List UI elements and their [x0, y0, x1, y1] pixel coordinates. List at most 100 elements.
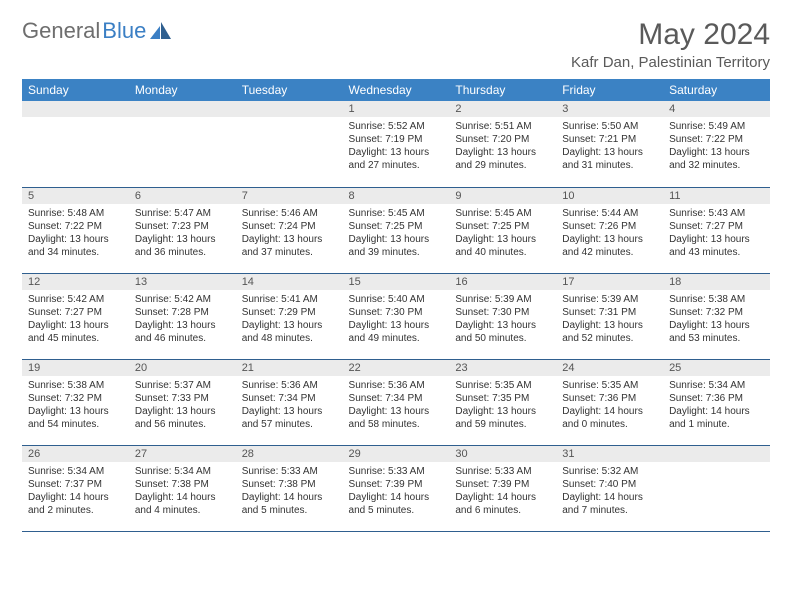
calendar-cell: 15Sunrise: 5:40 AMSunset: 7:30 PMDayligh…	[343, 273, 450, 359]
day-number: 21	[236, 360, 343, 376]
title-block: May 2024 Kafr Dan, Palestinian Territory	[571, 18, 770, 71]
day-body	[22, 117, 129, 124]
day-number: 28	[236, 446, 343, 462]
day-body: Sunrise: 5:33 AMSunset: 7:39 PMDaylight:…	[449, 462, 556, 521]
calendar-cell: 16Sunrise: 5:39 AMSunset: 7:30 PMDayligh…	[449, 273, 556, 359]
day-number: 3	[556, 101, 663, 117]
day-body: Sunrise: 5:42 AMSunset: 7:27 PMDaylight:…	[22, 290, 129, 349]
day-number: 8	[343, 188, 450, 204]
calendar-cell: 5Sunrise: 5:48 AMSunset: 7:22 PMDaylight…	[22, 187, 129, 273]
day-number: 30	[449, 446, 556, 462]
day-body: Sunrise: 5:35 AMSunset: 7:36 PMDaylight:…	[556, 376, 663, 435]
day-body: Sunrise: 5:39 AMSunset: 7:31 PMDaylight:…	[556, 290, 663, 349]
day-number: 25	[663, 360, 770, 376]
day-number: 2	[449, 101, 556, 117]
day-number: 9	[449, 188, 556, 204]
weekday-row: SundayMondayTuesdayWednesdayThursdayFrid…	[22, 79, 770, 101]
day-body: Sunrise: 5:40 AMSunset: 7:30 PMDaylight:…	[343, 290, 450, 349]
calendar-body: 1Sunrise: 5:52 AMSunset: 7:19 PMDaylight…	[22, 101, 770, 531]
brand-part1: General	[22, 18, 100, 44]
day-body: Sunrise: 5:37 AMSunset: 7:33 PMDaylight:…	[129, 376, 236, 435]
calendar-cell: 13Sunrise: 5:42 AMSunset: 7:28 PMDayligh…	[129, 273, 236, 359]
weekday-header: Thursday	[449, 79, 556, 101]
day-number	[236, 101, 343, 117]
day-body	[129, 117, 236, 124]
day-number: 17	[556, 274, 663, 290]
calendar-cell: 24Sunrise: 5:35 AMSunset: 7:36 PMDayligh…	[556, 359, 663, 445]
calendar-cell: 23Sunrise: 5:35 AMSunset: 7:35 PMDayligh…	[449, 359, 556, 445]
day-number: 6	[129, 188, 236, 204]
day-body: Sunrise: 5:49 AMSunset: 7:22 PMDaylight:…	[663, 117, 770, 176]
calendar-cell	[22, 101, 129, 187]
calendar-cell: 6Sunrise: 5:47 AMSunset: 7:23 PMDaylight…	[129, 187, 236, 273]
day-number: 11	[663, 188, 770, 204]
calendar-cell	[663, 445, 770, 531]
calendar-cell	[129, 101, 236, 187]
day-number: 20	[129, 360, 236, 376]
day-number: 29	[343, 446, 450, 462]
weekday-header: Friday	[556, 79, 663, 101]
day-body: Sunrise: 5:34 AMSunset: 7:36 PMDaylight:…	[663, 376, 770, 435]
day-number: 14	[236, 274, 343, 290]
weekday-header: Wednesday	[343, 79, 450, 101]
day-body: Sunrise: 5:38 AMSunset: 7:32 PMDaylight:…	[663, 290, 770, 349]
day-number: 24	[556, 360, 663, 376]
weekday-header: Monday	[129, 79, 236, 101]
brand-part2: Blue	[102, 18, 146, 44]
calendar-cell: 27Sunrise: 5:34 AMSunset: 7:38 PMDayligh…	[129, 445, 236, 531]
calendar-cell: 7Sunrise: 5:46 AMSunset: 7:24 PMDaylight…	[236, 187, 343, 273]
calendar-head: SundayMondayTuesdayWednesdayThursdayFrid…	[22, 79, 770, 101]
page-header: GeneralBlue May 2024 Kafr Dan, Palestini…	[22, 18, 770, 71]
day-number: 15	[343, 274, 450, 290]
calendar-row: 1Sunrise: 5:52 AMSunset: 7:19 PMDaylight…	[22, 101, 770, 187]
day-number	[663, 446, 770, 462]
calendar-cell: 25Sunrise: 5:34 AMSunset: 7:36 PMDayligh…	[663, 359, 770, 445]
day-body	[663, 462, 770, 469]
day-body: Sunrise: 5:35 AMSunset: 7:35 PMDaylight:…	[449, 376, 556, 435]
calendar-cell: 11Sunrise: 5:43 AMSunset: 7:27 PMDayligh…	[663, 187, 770, 273]
day-body: Sunrise: 5:52 AMSunset: 7:19 PMDaylight:…	[343, 117, 450, 176]
day-body: Sunrise: 5:45 AMSunset: 7:25 PMDaylight:…	[449, 204, 556, 263]
day-body: Sunrise: 5:47 AMSunset: 7:23 PMDaylight:…	[129, 204, 236, 263]
brand-logo: GeneralBlue	[22, 18, 172, 44]
day-number: 13	[129, 274, 236, 290]
day-body: Sunrise: 5:50 AMSunset: 7:21 PMDaylight:…	[556, 117, 663, 176]
calendar-row: 19Sunrise: 5:38 AMSunset: 7:32 PMDayligh…	[22, 359, 770, 445]
day-number: 23	[449, 360, 556, 376]
day-body: Sunrise: 5:43 AMSunset: 7:27 PMDaylight:…	[663, 204, 770, 263]
day-body: Sunrise: 5:33 AMSunset: 7:39 PMDaylight:…	[343, 462, 450, 521]
day-number: 10	[556, 188, 663, 204]
calendar-cell: 14Sunrise: 5:41 AMSunset: 7:29 PMDayligh…	[236, 273, 343, 359]
day-number: 1	[343, 101, 450, 117]
calendar-row: 12Sunrise: 5:42 AMSunset: 7:27 PMDayligh…	[22, 273, 770, 359]
brand-sail-icon	[150, 22, 172, 40]
day-body: Sunrise: 5:42 AMSunset: 7:28 PMDaylight:…	[129, 290, 236, 349]
day-body: Sunrise: 5:32 AMSunset: 7:40 PMDaylight:…	[556, 462, 663, 521]
calendar-cell: 28Sunrise: 5:33 AMSunset: 7:38 PMDayligh…	[236, 445, 343, 531]
month-title: May 2024	[571, 18, 770, 52]
day-body: Sunrise: 5:33 AMSunset: 7:38 PMDaylight:…	[236, 462, 343, 521]
calendar-cell: 12Sunrise: 5:42 AMSunset: 7:27 PMDayligh…	[22, 273, 129, 359]
weekday-header: Tuesday	[236, 79, 343, 101]
day-number	[129, 101, 236, 117]
calendar-cell: 17Sunrise: 5:39 AMSunset: 7:31 PMDayligh…	[556, 273, 663, 359]
day-body: Sunrise: 5:38 AMSunset: 7:32 PMDaylight:…	[22, 376, 129, 435]
day-number: 22	[343, 360, 450, 376]
calendar-cell: 8Sunrise: 5:45 AMSunset: 7:25 PMDaylight…	[343, 187, 450, 273]
calendar-cell: 4Sunrise: 5:49 AMSunset: 7:22 PMDaylight…	[663, 101, 770, 187]
location-text: Kafr Dan, Palestinian Territory	[571, 54, 770, 71]
day-body: Sunrise: 5:39 AMSunset: 7:30 PMDaylight:…	[449, 290, 556, 349]
weekday-header: Saturday	[663, 79, 770, 101]
day-body: Sunrise: 5:48 AMSunset: 7:22 PMDaylight:…	[22, 204, 129, 263]
day-body: Sunrise: 5:46 AMSunset: 7:24 PMDaylight:…	[236, 204, 343, 263]
weekday-header: Sunday	[22, 79, 129, 101]
calendar-cell: 9Sunrise: 5:45 AMSunset: 7:25 PMDaylight…	[449, 187, 556, 273]
calendar-cell: 21Sunrise: 5:36 AMSunset: 7:34 PMDayligh…	[236, 359, 343, 445]
day-number: 19	[22, 360, 129, 376]
calendar-cell: 31Sunrise: 5:32 AMSunset: 7:40 PMDayligh…	[556, 445, 663, 531]
day-body	[236, 117, 343, 124]
day-body: Sunrise: 5:36 AMSunset: 7:34 PMDaylight:…	[343, 376, 450, 435]
calendar-cell: 2Sunrise: 5:51 AMSunset: 7:20 PMDaylight…	[449, 101, 556, 187]
calendar-cell: 10Sunrise: 5:44 AMSunset: 7:26 PMDayligh…	[556, 187, 663, 273]
day-body: Sunrise: 5:36 AMSunset: 7:34 PMDaylight:…	[236, 376, 343, 435]
